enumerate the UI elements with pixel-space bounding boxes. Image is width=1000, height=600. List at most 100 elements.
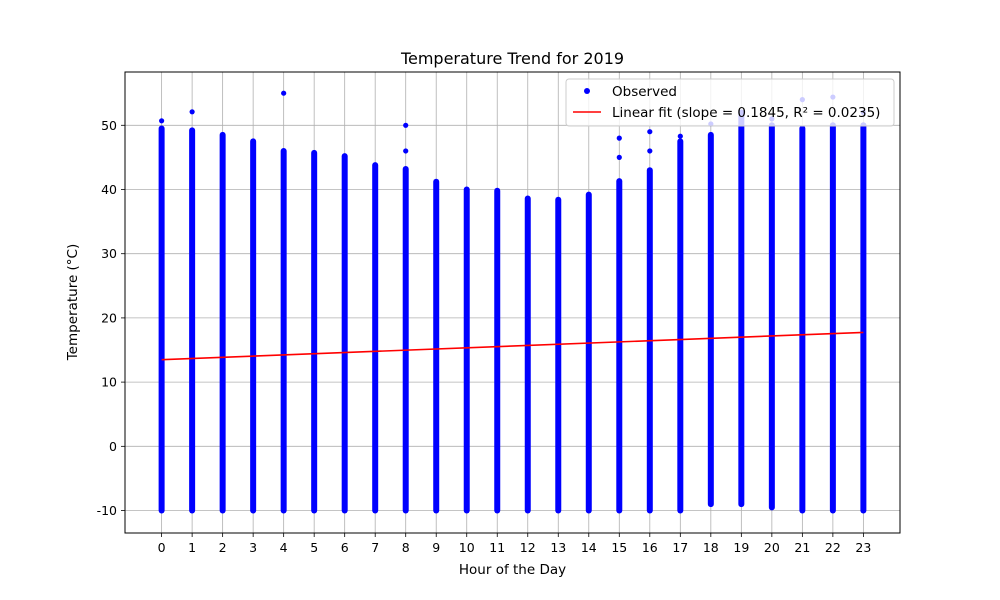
observed-point <box>281 268 287 274</box>
observed-point <box>769 250 775 256</box>
observed-point <box>708 501 714 507</box>
observed-point <box>830 379 836 385</box>
x-tick-label: 20 <box>764 540 780 555</box>
observed-point <box>464 400 470 407</box>
observed-point <box>799 316 805 323</box>
observed-point <box>799 189 805 195</box>
observed-point <box>494 188 500 194</box>
x-tick-label: 0 <box>158 540 166 555</box>
observed-point <box>586 297 592 303</box>
observed-point <box>555 404 561 410</box>
observed-point <box>250 446 256 452</box>
observed-point <box>403 280 409 286</box>
observed-point <box>159 444 165 450</box>
observed-point <box>311 507 317 514</box>
observed-point <box>342 448 348 455</box>
x-tick-label: 8 <box>402 540 410 555</box>
observed-point <box>250 507 256 514</box>
observed-point <box>403 148 409 154</box>
observed-point <box>464 293 470 300</box>
observed-point <box>799 444 805 450</box>
observed-point <box>372 507 378 514</box>
observed-point <box>555 507 561 514</box>
observed-point <box>647 394 653 400</box>
observed-point <box>555 248 561 255</box>
observed-point <box>281 90 287 96</box>
observed-point <box>647 129 653 135</box>
x-tick-label: 18 <box>703 540 719 555</box>
observed-point <box>494 454 500 460</box>
observed-point <box>860 315 866 321</box>
grid-layer <box>125 72 900 533</box>
observed-point <box>189 381 195 387</box>
observed-point <box>189 109 195 115</box>
observed-point <box>494 294 500 300</box>
x-tick-label: 1 <box>188 540 196 555</box>
observed-point <box>738 175 744 181</box>
x-tick-label: 3 <box>249 540 257 555</box>
x-tick-label: 19 <box>733 540 749 555</box>
observed-point <box>433 453 439 459</box>
observed-point <box>372 162 378 168</box>
legend-fit-label: Linear fit (slope = 0.1845, R² = 0.0235) <box>612 105 880 121</box>
observed-point <box>433 233 439 240</box>
observed-point <box>525 455 531 462</box>
observed-point <box>647 224 653 230</box>
observed-point <box>616 135 622 141</box>
x-tick-label: 5 <box>310 540 318 555</box>
legend: Observed Linear fit (slope = 0.1845, R² … <box>565 78 895 127</box>
y-axis-label: Temperature (°C) <box>65 244 81 362</box>
x-tick-label: 15 <box>611 540 627 555</box>
observed-point <box>342 507 348 514</box>
x-tick-label: 14 <box>581 540 597 555</box>
observed-point <box>281 388 287 394</box>
observed-point <box>830 186 836 193</box>
observed-point <box>708 316 714 323</box>
observed-point <box>799 507 805 514</box>
observed-point <box>616 233 622 239</box>
observed-point <box>159 316 165 323</box>
observed-point <box>647 148 653 154</box>
observed-point <box>647 281 653 287</box>
observed-point <box>616 154 622 160</box>
observed-point <box>860 379 866 385</box>
observed-point <box>555 352 561 358</box>
observed-point <box>403 166 409 172</box>
observed-point <box>647 167 653 173</box>
x-tick-label: 22 <box>825 540 841 555</box>
observed-point <box>555 456 561 462</box>
observed-point <box>342 271 348 277</box>
observed-point <box>189 254 195 260</box>
observed-point <box>647 451 653 457</box>
observed-point <box>738 501 744 507</box>
y-tick-label: -10 <box>97 503 117 518</box>
observed-point <box>464 507 470 514</box>
observed-point <box>372 450 378 456</box>
x-tick-label: 11 <box>489 540 505 555</box>
observed-point <box>220 382 226 388</box>
observed-point <box>677 261 683 268</box>
observed-point <box>860 443 866 449</box>
observed-point <box>311 150 317 156</box>
observed-point <box>860 186 866 193</box>
observed-point <box>342 389 348 395</box>
y-tick-label: 10 <box>101 375 117 390</box>
observed-point <box>586 244 592 250</box>
observed-point <box>525 351 531 358</box>
observed-point <box>403 122 409 128</box>
legend-observed-label: Observed <box>612 84 677 100</box>
x-tick-label: 12 <box>520 540 536 555</box>
observed-point <box>494 401 500 407</box>
observed-point <box>403 223 409 229</box>
x-tick-label: 10 <box>459 540 475 555</box>
observed-point <box>189 507 195 514</box>
legend-observed-marker <box>584 88 590 94</box>
observed-point <box>220 445 226 451</box>
observed-point <box>403 507 409 514</box>
observed-point <box>403 337 409 343</box>
observed-point <box>159 507 165 514</box>
observed-point <box>311 448 317 454</box>
observed-point <box>677 200 683 206</box>
observed-point <box>708 255 714 261</box>
